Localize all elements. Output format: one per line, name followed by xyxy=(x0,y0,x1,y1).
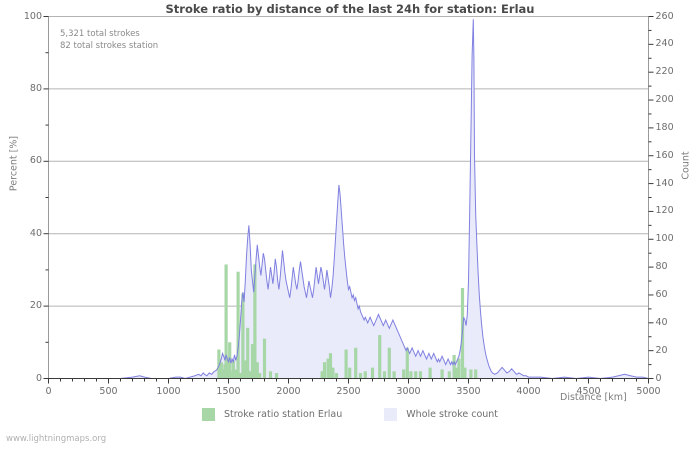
area-whole-stroke-count xyxy=(48,19,649,379)
tick-label-bottom: 0 xyxy=(45,385,52,397)
bar-stroke-ratio xyxy=(238,373,243,379)
tick-label-left: 40 xyxy=(29,227,42,239)
bar-stroke-ratio xyxy=(224,264,228,379)
bar-stroke-ratio xyxy=(418,371,423,379)
bar-stroke-ratio xyxy=(217,349,221,379)
bar-stroke-ratio xyxy=(358,373,363,379)
tick-label-right: 20 xyxy=(655,344,668,356)
bar-stroke-ratio xyxy=(387,347,391,379)
bar-stroke-ratio xyxy=(348,367,352,379)
bar-stroke-ratio xyxy=(255,362,259,379)
bar-stroke-ratio xyxy=(454,367,459,379)
bar-stroke-ratio xyxy=(378,335,382,379)
bar-stroke-ratio xyxy=(326,358,330,379)
bar-stroke-ratio xyxy=(452,354,456,379)
legend-label-stroke-ratio: Stroke ratio station Erlau xyxy=(223,409,343,420)
bar-stroke-ratio xyxy=(334,373,339,379)
tick-label-right: 60 xyxy=(655,288,668,300)
bar-stroke-ratio xyxy=(262,338,267,379)
x-axis-label: Distance [km] xyxy=(560,392,627,403)
bar-stroke-ratio xyxy=(229,371,233,379)
bar-stroke-ratio xyxy=(228,342,232,379)
bar-stroke-ratio xyxy=(428,367,432,379)
bar-stroke-ratio xyxy=(250,344,255,379)
bar-stroke-ratio xyxy=(414,371,418,379)
bar-stroke-ratio xyxy=(354,347,358,379)
bar-stroke-ratio xyxy=(258,373,262,379)
tick-label-left: 100 xyxy=(23,10,42,22)
tick-label-right: 240 xyxy=(655,38,674,50)
bar-stroke-ratio xyxy=(243,360,247,379)
bar-stroke-ratio xyxy=(363,371,367,379)
chart-legend: Stroke ratio station Erlau Whole stroke … xyxy=(0,408,700,421)
tick-label-left: 60 xyxy=(29,155,42,167)
tick-label-bottom: 2500 xyxy=(336,385,361,397)
tick-label-bottom: 3000 xyxy=(396,385,421,397)
bar-stroke-ratio xyxy=(463,367,467,379)
line-whole-stroke-count xyxy=(48,19,649,380)
bar-stroke-ratio xyxy=(248,371,252,379)
legend-swatch-stroke-ratio xyxy=(201,408,215,421)
tick-label-left: 80 xyxy=(29,82,42,94)
bar-stroke-ratio xyxy=(402,369,406,379)
bar-stroke-ratio xyxy=(246,327,250,379)
bar-stroke-ratio xyxy=(382,371,387,379)
bar-stroke-ratio xyxy=(392,371,396,379)
tick-label-bottom: 1500 xyxy=(216,385,241,397)
bar-stroke-ratio xyxy=(320,371,324,379)
tick-label-bottom: 2000 xyxy=(276,385,301,397)
tick-label-right: 220 xyxy=(655,66,674,78)
tick-label-bottom: 5000 xyxy=(636,385,661,397)
bar-stroke-ratio xyxy=(331,367,335,379)
tick-label-right: 140 xyxy=(655,177,674,189)
tick-label-right: 120 xyxy=(655,205,674,217)
bar-stroke-ratio xyxy=(344,349,348,379)
annotation-total-strokes-station: 82 total strokes station xyxy=(60,41,159,51)
bar-stroke-ratio xyxy=(234,369,238,379)
bar-stroke-ratio xyxy=(268,371,273,379)
bars-stroke-ratio xyxy=(217,264,478,379)
bar-stroke-ratio xyxy=(220,369,225,379)
bar-stroke-ratio xyxy=(440,369,444,379)
annotation-total-strokes: 5,321 total strokes xyxy=(60,29,140,39)
legend-item-whole-count: Whole stroke count xyxy=(384,408,498,421)
bar-stroke-ratio xyxy=(474,369,478,379)
bar-stroke-ratio xyxy=(409,371,413,379)
bar-stroke-ratio xyxy=(457,358,461,379)
footer-url: www.lightningmaps.org xyxy=(6,434,107,444)
bar-stroke-ratio xyxy=(469,369,473,379)
bar-stroke-ratio xyxy=(253,264,257,379)
bar-stroke-ratio xyxy=(322,362,327,379)
page-title: Stroke ratio by distance of the last 24h… xyxy=(165,2,535,16)
tick-label-right: 160 xyxy=(655,149,674,161)
tick-label-left: 0 xyxy=(35,372,42,384)
tick-label-bottom: 500 xyxy=(99,385,118,397)
tick-label-right: 0 xyxy=(655,372,662,384)
bar-stroke-ratio xyxy=(274,373,279,379)
legend-swatch-whole-count xyxy=(384,408,398,421)
tick-label-right: 200 xyxy=(655,94,674,106)
tick-label-bottom: 3500 xyxy=(456,385,481,397)
bar-stroke-ratio xyxy=(241,293,245,379)
legend-item-stroke-ratio: Stroke ratio station Erlau xyxy=(201,408,343,421)
tick-label-right: 260 xyxy=(655,10,674,22)
tick-label-right: 80 xyxy=(655,261,668,273)
bar-stroke-ratio xyxy=(405,347,409,379)
bar-stroke-ratio xyxy=(236,271,240,379)
bar-stroke-ratio xyxy=(231,360,235,379)
tick-label-right: 40 xyxy=(655,316,668,328)
bar-stroke-ratio xyxy=(447,371,451,379)
tick-label-right: 100 xyxy=(655,233,674,245)
tick-label-bottom: 1000 xyxy=(156,385,181,397)
legend-label-whole-count: Whole stroke count xyxy=(406,409,499,420)
bar-stroke-ratio xyxy=(370,367,375,379)
tick-label-bottom: 4000 xyxy=(516,385,541,397)
tick-label-left: 20 xyxy=(29,300,42,312)
tick-label-bottom: 4500 xyxy=(576,385,601,397)
tick-label-right: 180 xyxy=(655,121,674,133)
bar-stroke-ratio xyxy=(328,353,333,379)
